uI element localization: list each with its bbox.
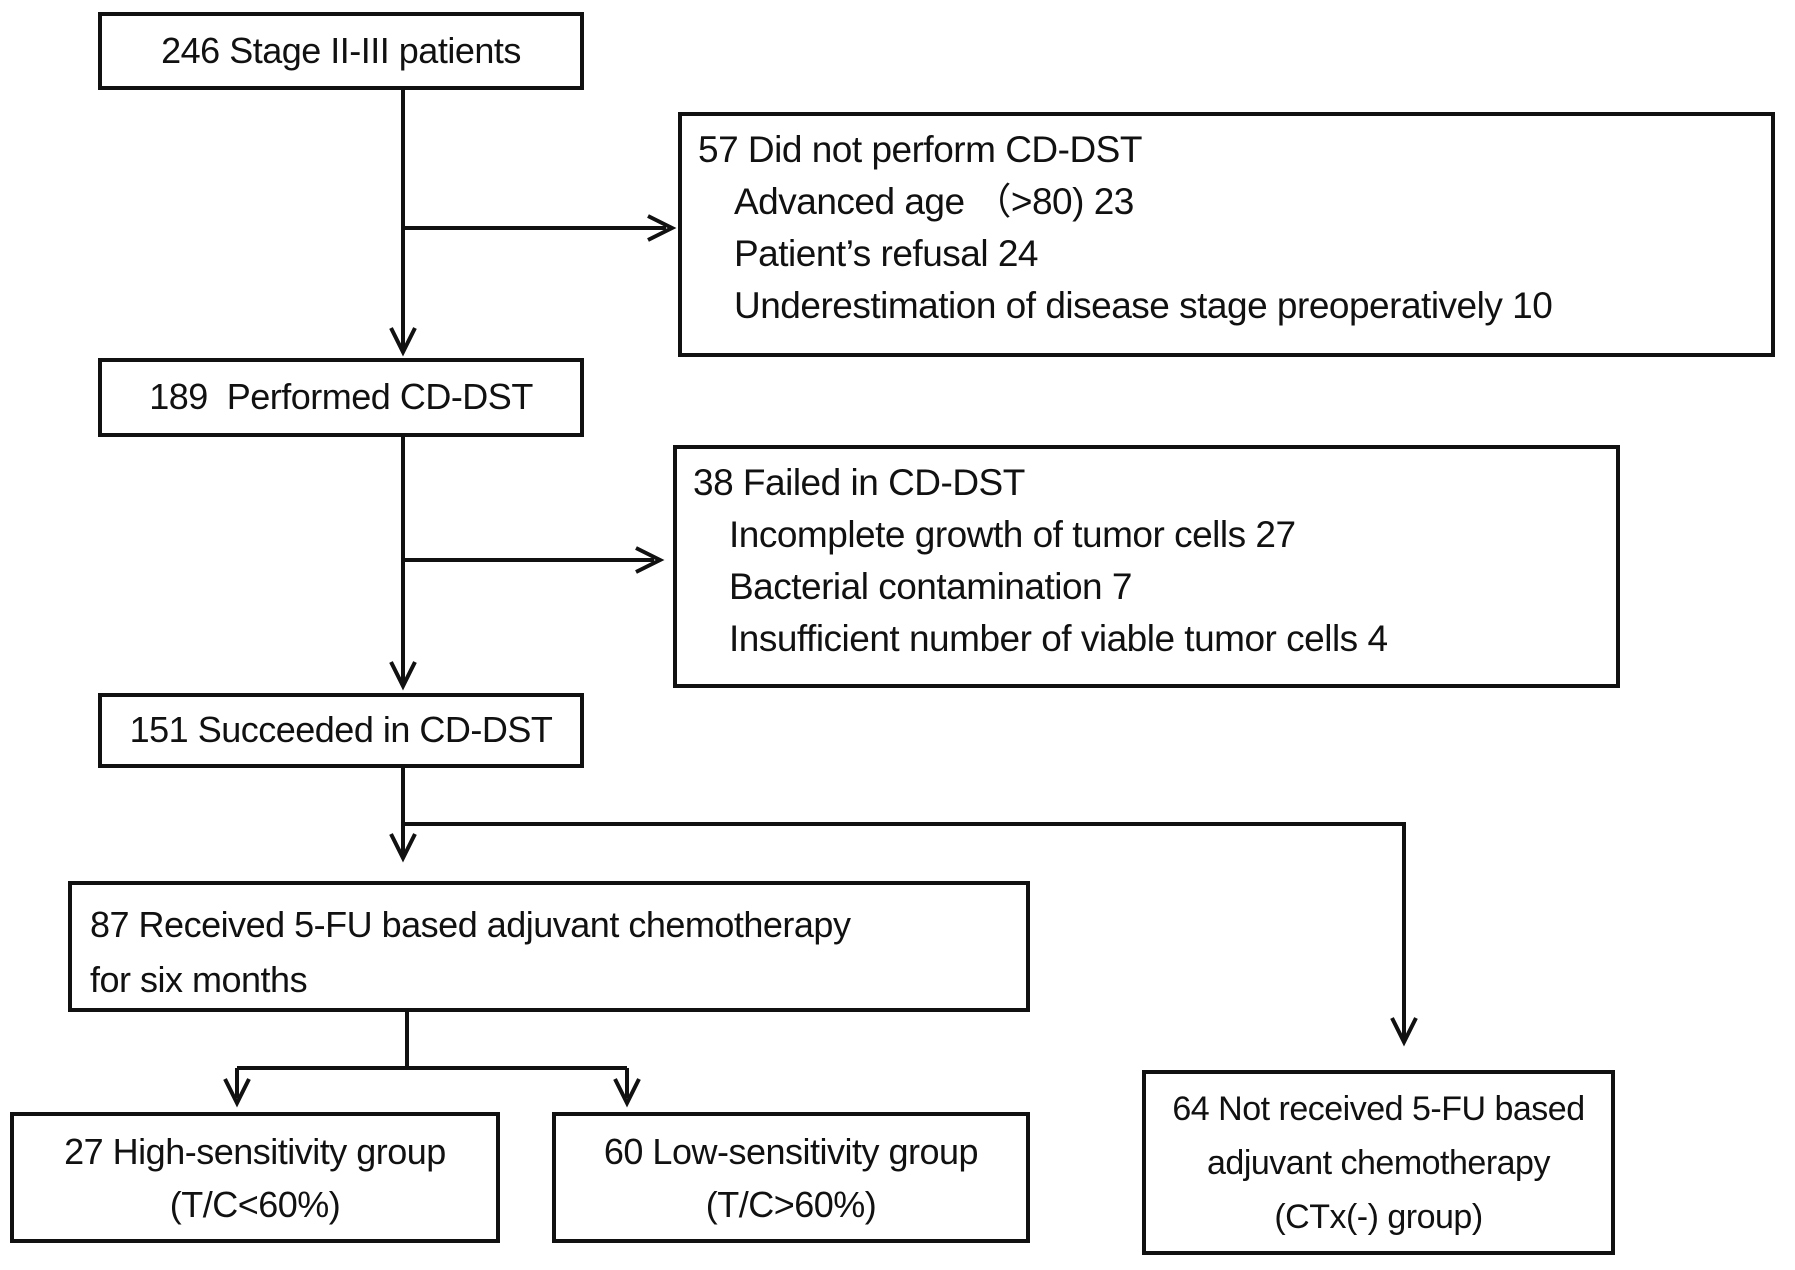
arrow-to-did-not-perform — [403, 214, 677, 242]
box-performed-cddst-label: 189 Performed CD-DST — [149, 376, 533, 418]
box-received-chemo-line1: 87 Received 5-FU based adjuvant chemothe… — [90, 904, 851, 945]
box-stage-patients: 246 Stage II-III patients — [98, 12, 584, 90]
box-performed-cddst: 189 Performed CD-DST — [98, 358, 584, 437]
box-stage-patients-label: 246 Stage II-III patients — [161, 29, 521, 71]
box-low-sensitivity-line1: 60 Low-sensitivity group — [603, 1130, 979, 1172]
box-failed-cddst-item: Insufficient number of viable tumor cell… — [729, 618, 1388, 659]
box-did-not-perform-item: Advanced age （>80) 23 — [734, 181, 1134, 222]
box-received-chemo-line2: for six months — [90, 959, 308, 1000]
box-low-sensitivity-line2: (T/C>60%) — [705, 1183, 877, 1225]
box-did-not-perform-title: 57 Did not perform CD-DST — [698, 129, 1142, 170]
box-not-received-chemo-line3: (CTx(-) group) — [1274, 1197, 1483, 1236]
box-succeeded-cddst-label: 151 Succeeded in CD-DST — [129, 709, 553, 751]
box-failed-cddst-item: Bacterial contamination 7 — [729, 566, 1132, 607]
arrow-succeeded-to-chemo — [389, 768, 417, 863]
box-low-sensitivity: 60 Low-sensitivity group (T/C>60%) — [552, 1112, 1030, 1243]
box-not-received-chemo-line2: adjuvant chemotherapy — [1207, 1143, 1550, 1182]
box-not-received-chemo-line1: 64 Not received 5-FU based — [1172, 1089, 1585, 1128]
arrow-performed-to-succeeded — [389, 437, 417, 691]
box-failed-cddst: 38 Failed in CD-DST Incomplete growth of… — [673, 445, 1620, 688]
box-high-sensitivity-line1: 27 High-sensitivity group — [64, 1130, 446, 1172]
box-failed-cddst-item: Incomplete growth of tumor cells 27 — [729, 514, 1296, 555]
box-high-sensitivity: 27 High-sensitivity group (T/C<60%) — [10, 1112, 500, 1243]
box-failed-cddst-title: 38 Failed in CD-DST — [693, 462, 1025, 503]
box-did-not-perform-item: Patient’s refusal 24 — [734, 233, 1039, 274]
box-succeeded-cddst: 151 Succeeded in CD-DST — [98, 693, 584, 768]
arrow-stage-to-performed — [389, 90, 417, 357]
arrow-to-failed — [403, 546, 665, 574]
box-high-sensitivity-line2: (T/C<60%) — [169, 1183, 341, 1225]
connector-chemo-split — [223, 1012, 641, 1108]
box-did-not-perform-item: Underestimation of disease stage preoper… — [734, 285, 1553, 326]
box-received-chemo: 87 Received 5-FU based adjuvant chemothe… — [68, 881, 1030, 1012]
box-not-received-chemo: 64 Not received 5-FU based adjuvant chem… — [1142, 1070, 1615, 1255]
box-did-not-perform: 57 Did not perform CD-DST Advanced age （… — [678, 112, 1775, 357]
